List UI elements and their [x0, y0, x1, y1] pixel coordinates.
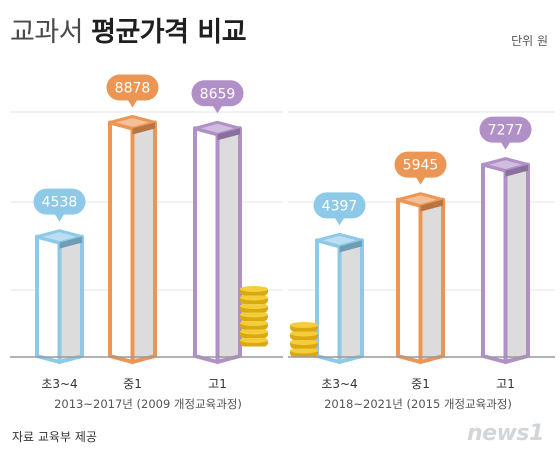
bar-side — [215, 126, 242, 364]
bar-side — [57, 234, 84, 364]
bar-cap-edge — [505, 164, 528, 177]
bar-cap — [193, 120, 242, 136]
bar-left-1 — [108, 115, 157, 364]
bar-front — [35, 234, 62, 364]
value-bubble-right-2: 7277 — [479, 116, 532, 150]
value-bubble-right-0: 4397 — [313, 192, 366, 226]
group-label-right: 2018~2021년 (2015 개정교육과정) — [324, 397, 512, 411]
value-bubble-right-1: 5945 — [394, 151, 447, 185]
bar-cap-edge — [339, 240, 362, 253]
bar-right-1 — [396, 192, 445, 364]
title-bold: 평균가격 비교 — [91, 17, 247, 48]
coin-top — [240, 328, 268, 335]
value-bubble-pointer — [415, 176, 426, 185]
category-label: 초3~4 — [41, 377, 77, 391]
value-bubble-left-2: 8659 — [191, 80, 244, 114]
bar-front — [481, 162, 508, 364]
coin-top — [240, 303, 268, 309]
unit-label: 단위 원 — [511, 34, 548, 48]
bar-front — [193, 126, 220, 364]
bar-right-0 — [315, 232, 364, 364]
bar-front — [108, 120, 135, 364]
coin-top — [240, 337, 268, 343]
bar-cap-edge — [217, 128, 240, 141]
data-label: 5945 — [403, 158, 439, 174]
data-label: 8659 — [200, 86, 236, 102]
coin-top — [240, 286, 268, 292]
category-label: 고1 — [496, 377, 515, 391]
title-light: 교과서 — [10, 17, 84, 48]
coin-stack-left — [240, 286, 268, 347]
bar-cap — [396, 192, 445, 208]
bar-side — [130, 120, 157, 364]
bar-cap-edge — [132, 122, 155, 135]
value-bubble-pointer — [127, 99, 138, 108]
value-bubble-pointer — [212, 105, 223, 114]
category-label: 초3~4 — [321, 377, 357, 391]
value-bubble-left-1: 8878 — [106, 74, 159, 108]
coin-stack-right — [290, 322, 318, 357]
bar-side — [418, 197, 445, 364]
coin-top — [290, 322, 318, 328]
chart-title: 교과서 평균가격 비교 — [10, 10, 247, 49]
value-bubble-pointer — [334, 217, 345, 226]
bar-left-0 — [35, 229, 84, 364]
category-label: 중1 — [411, 377, 430, 391]
value-bubble-bg — [479, 116, 532, 143]
value-bubble-bg — [191, 80, 244, 107]
bar-right-2 — [481, 157, 530, 364]
bar-cap-edge — [420, 199, 443, 212]
value-bubble-bg — [394, 151, 447, 178]
coin-top — [290, 330, 318, 337]
coin-top — [290, 339, 318, 345]
value-bubble-bg — [313, 192, 366, 219]
value-bubble-bg — [33, 188, 86, 215]
coin-top — [290, 347, 318, 354]
bar-side — [337, 238, 364, 364]
coin-top — [240, 320, 268, 326]
data-label: 7277 — [488, 123, 524, 139]
value-bubble-pointer — [500, 141, 511, 150]
news1-logo: news1 — [467, 421, 544, 446]
value-bubble-left-0: 4538 — [33, 188, 86, 222]
value-bubble-bg — [106, 74, 159, 101]
data-label: 4538 — [42, 195, 78, 211]
value-bubble-pointer — [54, 213, 65, 222]
group-label-left: 2013~2017년 (2009 개정교육과정) — [54, 397, 242, 411]
category-label: 중1 — [123, 377, 142, 391]
bar-side — [503, 162, 530, 364]
bar-cap-edge — [59, 236, 82, 249]
data-label: 8878 — [115, 81, 151, 97]
category-label: 고1 — [208, 377, 227, 391]
coin-top — [240, 311, 268, 318]
data-label: 4397 — [322, 198, 358, 214]
source-note: 자료 교육부 제공 — [12, 430, 97, 444]
bar-front — [396, 197, 423, 364]
bar-front — [315, 238, 342, 364]
bar-left-2 — [193, 120, 242, 364]
coin-top — [240, 294, 268, 301]
